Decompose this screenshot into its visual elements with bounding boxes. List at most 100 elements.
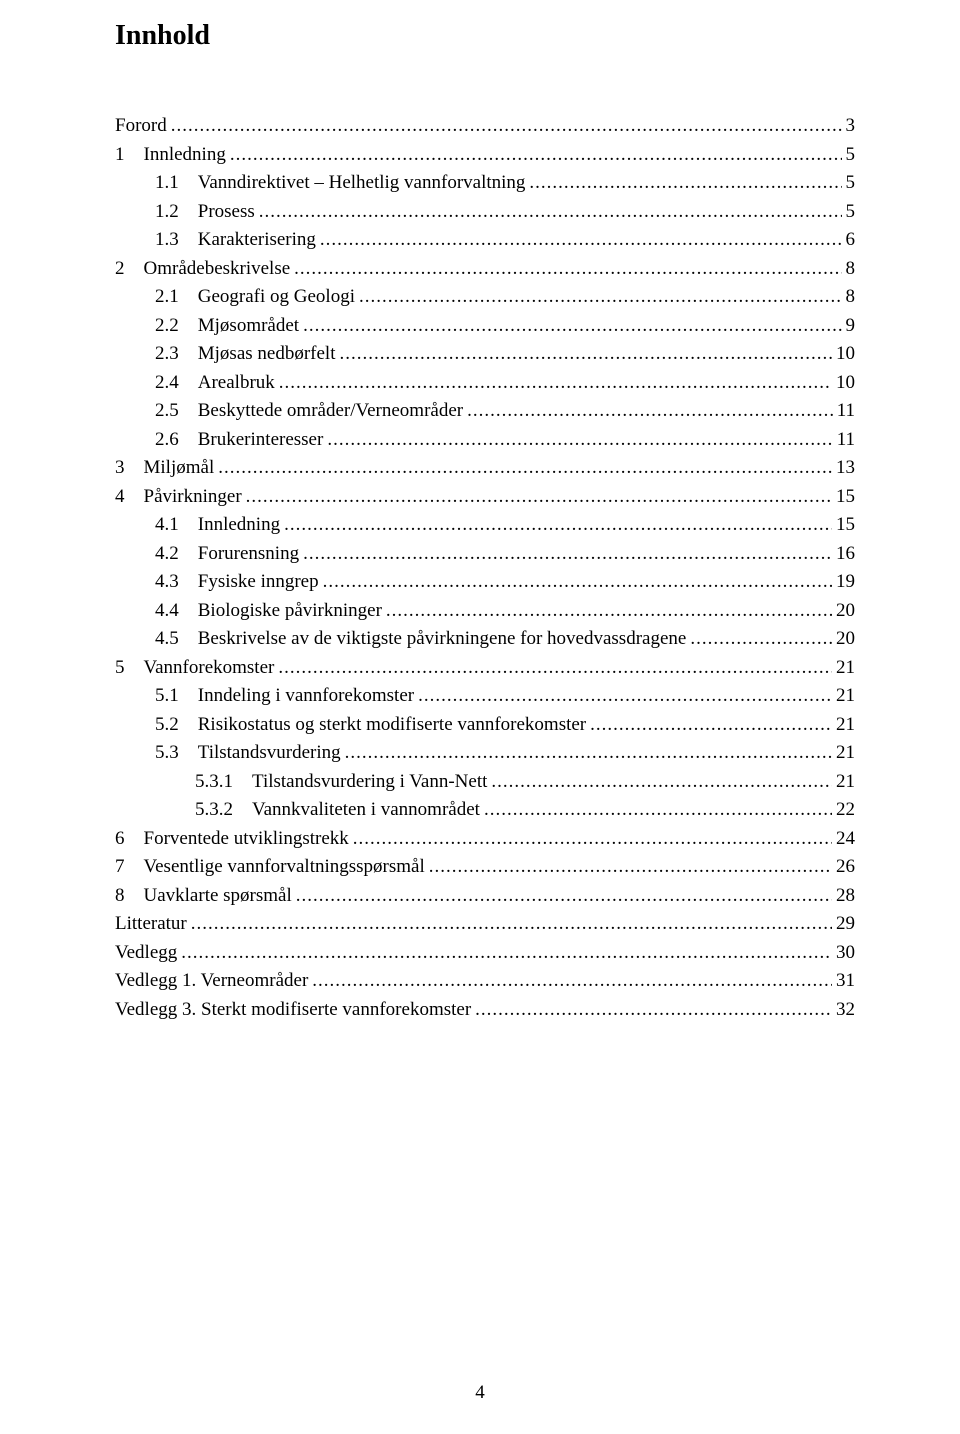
toc-entry-page: 16 (836, 540, 855, 569)
toc-entry: Vedlegg 30 (115, 939, 855, 968)
toc-entry-page: 5 (846, 141, 856, 170)
toc-entry-page: 13 (836, 454, 855, 483)
toc-entry-page: 15 (836, 511, 855, 540)
toc-entry: 1.2 Prosess 5 (115, 198, 855, 227)
toc-entry-label: 6 Forventede utviklingstrekk (115, 825, 349, 854)
toc-entry-label: Litteratur (115, 910, 187, 939)
toc-entry-label: 5.2 Risikostatus og sterkt modifiserte v… (155, 711, 586, 740)
toc-leader-dots (259, 198, 842, 227)
toc-entry-label: Vedlegg 1. Verneområder (115, 967, 308, 996)
toc-entry: 1 Innledning 5 (115, 141, 855, 170)
toc-entry-label: 5.3.1 Tilstandsvurdering i Vann-Nett (195, 768, 487, 797)
toc-entry-page: 3 (846, 112, 856, 141)
toc-entry: 4.5 Beskrivelse av de viktigste påvirkni… (115, 625, 855, 654)
toc-entry: 5.3.1 Tilstandsvurdering i Vann-Nett 21 (115, 768, 855, 797)
toc-entry-page: 21 (836, 682, 855, 711)
toc-entry-page: 30 (836, 939, 855, 968)
toc-entry-page: 26 (836, 853, 855, 882)
toc-entry-label: 7 Vesentlige vannforvaltningsspørsmål (115, 853, 425, 882)
toc-entry-label: 2.5 Beskyttede områder/Verneområder (155, 397, 463, 426)
toc-entry: 5.3.2 Vannkvaliteten i vannområdet 22 (115, 796, 855, 825)
toc-entry-label: 5.1 Inndeling i vannforekomster (155, 682, 414, 711)
toc-entry-label: 4.4 Biologiske påvirkninger (155, 597, 382, 626)
toc-entry: 2.2 Mjøsområdet 9 (115, 312, 855, 341)
toc-leader-dots (303, 540, 832, 569)
toc-entry: 1.1 Vanndirektivet – Helhetlig vannforva… (115, 169, 855, 198)
toc-leader-dots (230, 141, 842, 170)
toc-leader-dots (418, 682, 832, 711)
toc-entry: 2.3 Mjøsas nedbørfelt 10 (115, 340, 855, 369)
toc-entry-page: 9 (846, 312, 856, 341)
toc-entry-page: 20 (836, 597, 855, 626)
toc-entry-label: 5.3.2 Vannkvaliteten i vannområdet (195, 796, 480, 825)
toc-leader-dots (467, 397, 833, 426)
toc-entry-label: 2.4 Arealbruk (155, 369, 275, 398)
toc-entry-page: 21 (836, 711, 855, 740)
toc-leader-dots (345, 739, 832, 768)
toc-entry-label: 1 Innledning (115, 141, 226, 170)
toc-leader-dots (323, 568, 832, 597)
toc-entry-page: 10 (836, 340, 855, 369)
toc-entry: 6 Forventede utviklingstrekk 24 (115, 825, 855, 854)
toc-entry-label: 2.1 Geografi og Geologi (155, 283, 355, 312)
toc-leader-dots (320, 226, 842, 255)
toc-entry-page: 5 (846, 169, 856, 198)
toc-entry-page: 21 (836, 768, 855, 797)
toc-leader-dots (191, 910, 832, 939)
toc-entry-label: Forord (115, 112, 167, 141)
toc-entry-label: 1.1 Vanndirektivet – Helhetlig vannforva… (155, 169, 525, 198)
footer-page-number: 4 (0, 1382, 960, 1404)
toc-entry: 5.2 Risikostatus og sterkt modifiserte v… (115, 711, 855, 740)
toc-entry-label: 4.3 Fysiske inngrep (155, 568, 319, 597)
toc-leader-dots (484, 796, 832, 825)
toc-leader-dots (303, 312, 841, 341)
toc-entry-page: 28 (836, 882, 855, 911)
toc-entry-page: 11 (837, 397, 855, 426)
toc-entry: Vedlegg 1. Verneområder 31 (115, 967, 855, 996)
toc-entry-page: 21 (836, 739, 855, 768)
toc-entry: 2.6 Brukerinteresser 11 (115, 426, 855, 455)
toc-entry-page: 10 (836, 369, 855, 398)
toc-entry: 5.3 Tilstandsvurdering 21 (115, 739, 855, 768)
toc-leader-dots (529, 169, 841, 198)
toc-entry-page: 15 (836, 483, 855, 512)
toc-entry-label: 1.2 Prosess (155, 198, 255, 227)
toc-leader-dots (312, 967, 832, 996)
toc-leader-dots (491, 768, 832, 797)
toc-entry: 4 Påvirkninger 15 (115, 483, 855, 512)
toc-entry: 3 Miljømål 13 (115, 454, 855, 483)
toc-entry: 4.1 Innledning 15 (115, 511, 855, 540)
toc-entry: Litteratur 29 (115, 910, 855, 939)
toc-entry-page: 32 (836, 996, 855, 1025)
toc-leader-dots (279, 369, 832, 398)
toc-leader-dots (353, 825, 832, 854)
toc-entry-label: 4.1 Innledning (155, 511, 280, 540)
table-of-contents: Forord 31 Innledning 51.1 Vanndirektivet… (115, 112, 855, 1024)
toc-entry-label: 2.2 Mjøsområdet (155, 312, 299, 341)
toc-leader-dots (475, 996, 832, 1025)
toc-entry-label: 5.3 Tilstandsvurdering (155, 739, 341, 768)
toc-entry-page: 21 (836, 654, 855, 683)
toc-entry: 4.4 Biologiske påvirkninger 20 (115, 597, 855, 626)
toc-entry: 2.4 Arealbruk 10 (115, 369, 855, 398)
toc-leader-dots (429, 853, 832, 882)
toc-entry-label: Vedlegg 3. Sterkt modifiserte vannforeko… (115, 996, 471, 1025)
toc-entry-page: 8 (846, 283, 856, 312)
toc-leader-dots (246, 483, 832, 512)
toc-leader-dots (690, 625, 832, 654)
toc-entry-label: 8 Uavklarte spørsmål (115, 882, 292, 911)
toc-entry-page: 31 (836, 967, 855, 996)
toc-entry-page: 20 (836, 625, 855, 654)
toc-leader-dots (284, 511, 832, 540)
toc-entry: Forord 3 (115, 112, 855, 141)
toc-leader-dots (218, 454, 832, 483)
toc-leader-dots (171, 112, 842, 141)
toc-entry: Vedlegg 3. Sterkt modifiserte vannforeko… (115, 996, 855, 1025)
toc-entry: 5 Vannforekomster 21 (115, 654, 855, 683)
toc-entry: 7 Vesentlige vannforvaltningsspørsmål 26 (115, 853, 855, 882)
document-page: Innhold Forord 31 Innledning 51.1 Vanndi… (0, 0, 960, 1434)
toc-leader-dots (278, 654, 832, 683)
toc-entry-page: 29 (836, 910, 855, 939)
toc-entry-page: 19 (836, 568, 855, 597)
toc-entry: 8 Uavklarte spørsmål 28 (115, 882, 855, 911)
